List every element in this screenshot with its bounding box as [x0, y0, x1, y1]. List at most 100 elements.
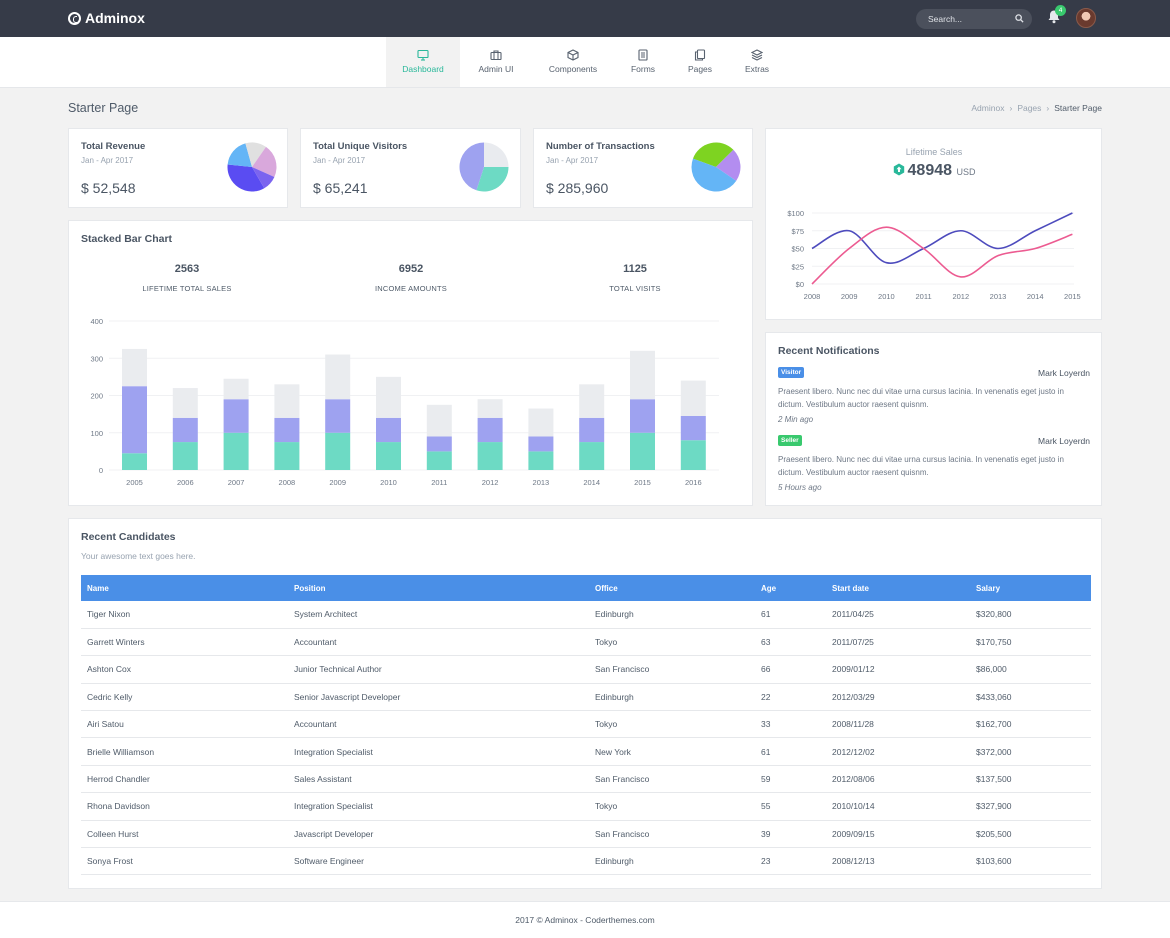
nav-components[interactable]: Components — [540, 37, 606, 87]
table-row[interactable]: Sonya Frost Software Engineer Edinburgh 23 2… — [81, 848, 1091, 875]
y-tick-label: $50 — [791, 245, 804, 254]
table-header-row: Name Position Office Age Start date Sala… — [81, 575, 1091, 601]
cell-age: 59 — [761, 774, 771, 785]
pie-slice — [459, 142, 484, 191]
column-header-position[interactable]: Position — [294, 583, 326, 593]
bar-segment — [680, 380, 706, 416]
summary-value: 1125 — [623, 263, 647, 275]
nav-forms[interactable]: Forms — [624, 37, 662, 87]
x-tick-label: 2008 — [804, 292, 821, 301]
bar-segment — [579, 384, 605, 418]
line-series — [811, 226, 1073, 285]
x-tick-label: 2011 — [916, 292, 932, 301]
notification-header: Seller Mark Loyerdn — [778, 435, 1090, 446]
lifetime-sales-card: Lifetime Sales 48948 USD $0 $25 $50 $75 $100… — [765, 128, 1102, 320]
nav-admin-ui[interactable]: Admin UI — [470, 37, 522, 87]
table-row[interactable]: Brielle Williamson Integration Specialist… — [81, 738, 1091, 766]
summary-label: LIFETIME TOTAL SALES — [142, 284, 232, 293]
y-tick-label: $25 — [791, 262, 804, 271]
stat-title: Total Revenue — [81, 141, 146, 152]
notification-header: Visitor Mark Loyerdn — [778, 367, 1090, 378]
logo-icon — [68, 11, 81, 25]
notifications-card: Recent Notifications Visitor Mark Loyerd… — [765, 332, 1102, 506]
bar-segment — [528, 451, 554, 470]
column-header-salary[interactable]: Salary — [976, 583, 1001, 593]
copy-icon — [694, 49, 706, 61]
table-row[interactable]: Rhona Davidson Integration Specialist Toky… — [81, 793, 1091, 821]
summary-visits: 1125 TOTAL VISITS — [545, 263, 725, 293]
table-row[interactable]: Garrett Winters Accountant Tokyo 63 2011/07/… — [81, 628, 1091, 656]
x-tick-label: 2015 — [634, 478, 651, 487]
bar-segment — [477, 442, 503, 470]
column-header-start-date[interactable]: Start date — [832, 583, 869, 593]
y-tick-label: 0 — [99, 466, 103, 475]
cell-position: Software Engineer — [294, 856, 364, 867]
bar-segment — [477, 399, 503, 418]
bar-segment — [426, 451, 452, 470]
bar-segment — [274, 442, 300, 470]
notification-time: 2 Min ago — [778, 415, 814, 424]
search-icon[interactable] — [1015, 14, 1024, 23]
table-row[interactable]: Airi Satou Accountant Tokyo 33 2008/11/28 $16… — [81, 711, 1091, 738]
cell-age: 23 — [761, 856, 771, 867]
notification-badge: 4 — [1055, 5, 1066, 16]
bar-segment — [376, 376, 401, 418]
cell-name: Airi Satou — [87, 719, 124, 730]
top-bar: Adminox 4 — [0, 0, 1170, 37]
x-tick-label: 2013 — [533, 478, 550, 487]
hexagon-arrow-icon — [893, 163, 904, 176]
bar-segment — [122, 453, 147, 470]
avatar[interactable] — [1076, 8, 1096, 28]
table-row[interactable]: Tiger Nixon System Architect Edinburgh 61 20… — [81, 601, 1091, 629]
bar-segment — [223, 432, 249, 470]
bar-segment — [376, 442, 401, 470]
notification-name[interactable]: Mark Loyerdn — [1038, 367, 1090, 378]
cell-position: Junior Technical Author — [294, 664, 382, 675]
nav-extras[interactable]: Extras — [740, 37, 774, 87]
stat-card-transactions: Number of Transactions Jan - Apr 2017 $ … — [533, 128, 753, 208]
cell-office: San Francisco — [595, 664, 650, 675]
notifications-title: Recent Notifications — [778, 345, 880, 357]
summary-value: 6952 — [398, 263, 424, 275]
cell-name: Ashton Cox — [87, 664, 131, 675]
breadcrumb-item-pages[interactable]: Pages — [1017, 103, 1042, 113]
cell-start-date: 2008/12/13 — [832, 856, 875, 867]
cell-position: Integration Specialist — [294, 746, 373, 757]
notification-name[interactable]: Mark Loyerdn — [1038, 435, 1090, 446]
cell-salary: $372,000 — [976, 746, 1012, 757]
cell-start-date: 2011/04/25 — [832, 609, 874, 620]
bar-segment — [630, 350, 655, 400]
nav-pages[interactable]: Pages — [683, 37, 717, 87]
column-header-age[interactable]: Age — [761, 583, 777, 593]
column-header-office[interactable]: Office — [595, 583, 618, 593]
cell-age: 61 — [761, 609, 771, 620]
search-input[interactable] — [928, 13, 1012, 25]
app-logo[interactable]: Adminox — [68, 10, 145, 26]
bar-segment — [325, 432, 351, 470]
candidates-table: Name Position Office Age Start date Sala… — [81, 575, 1091, 875]
stat-card-visitors: Total Unique Visitors Jan - Apr 2017 $ 6… — [300, 128, 521, 208]
candidates-table-body: Tiger Nixon System Architect Edinburgh 61 20… — [81, 601, 1091, 875]
lifetime-sales-value: 48948 USD — [766, 162, 1102, 180]
bar-segment — [274, 384, 300, 418]
nav-dashboard[interactable]: Dashboard — [386, 37, 460, 87]
table-row[interactable]: Colleen Hurst Javascript Developer San Fra… — [81, 820, 1091, 848]
breadcrumb-item-adminox[interactable]: Adminox — [971, 103, 1005, 113]
cell-position: Sales Assistant — [294, 774, 352, 785]
notification-text: Praesent libero. Nunc nec dui vitae urna… — [778, 455, 1064, 477]
pie-slice — [692, 142, 734, 167]
table-row[interactable]: Herrod Chandler Sales Assistant San Franci… — [81, 765, 1091, 793]
cell-salary: $320,800 — [976, 609, 1012, 620]
x-tick-label: 2007 — [228, 478, 245, 487]
cell-age: 22 — [761, 691, 771, 702]
summary-lifetime-sales: 2563 LIFETIME TOTAL SALES — [97, 263, 277, 293]
bar-segment — [579, 442, 605, 470]
table-row[interactable]: Ashton Cox Junior Technical Author San Fra… — [81, 656, 1091, 684]
x-tick-label: 2005 — [126, 478, 143, 487]
stat-period: Jan - Apr 2017 — [81, 156, 134, 165]
cell-salary: $86,000 — [976, 664, 1007, 675]
column-header-name[interactable]: Name — [87, 583, 109, 593]
table-row[interactable]: Cedric Kelly Senior Javascript Developer E… — [81, 683, 1091, 711]
breadcrumb-separator: › — [1046, 103, 1050, 113]
x-tick-label: 2016 — [685, 478, 702, 487]
